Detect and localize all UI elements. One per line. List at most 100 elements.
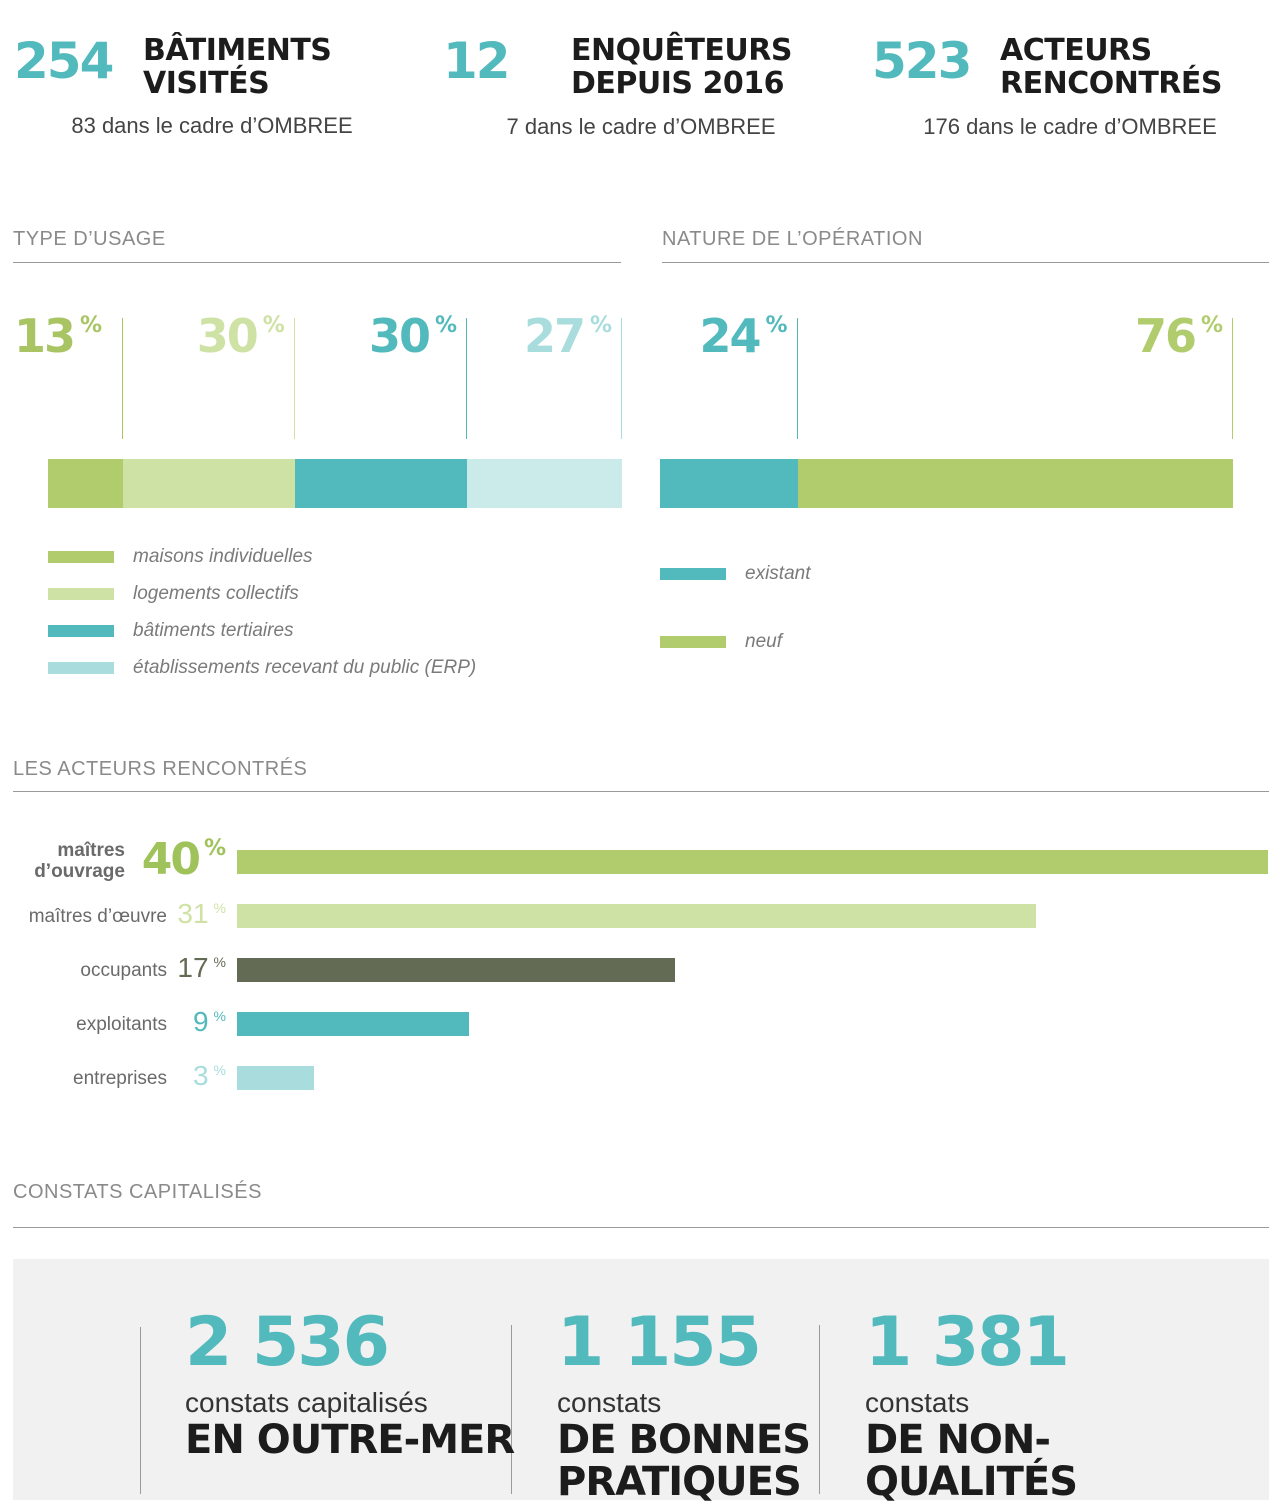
actor-bar [237,1012,469,1036]
actor-percent-value: 9 [192,1006,209,1037]
constats-panel: 2 536 constats capitalisés EN OUTRE-MER … [13,1259,1269,1505]
usage-stacked-bar [48,459,622,508]
percent-value: 76 [1134,309,1197,363]
stat-label-line: RENCONTRÉS [1000,66,1223,101]
operation-legend: existant neuf [660,540,810,676]
constat-value: 1 381 [865,1303,1070,1382]
actor-percent-value: 40 [141,834,201,885]
percent-sign: % [1200,313,1223,338]
actor-category-label: maîtres d’ouvrage [0,840,125,882]
actor-category-line: maîtres [57,840,125,861]
constat-caption-line: DE NON- [865,1417,1051,1463]
actor-percent-value: 31 [177,898,209,929]
legend-item: établissements recevant du public (ERP) [48,649,476,686]
actor-category-label: occupants [80,960,167,981]
section-title-constats: CONSTATS CAPITALISÉS [13,1181,262,1203]
bar-segment [466,459,622,508]
actor-percent-value: 17 [177,952,209,983]
usage-legend: maisons individuelles logements collectif… [48,538,476,686]
actor-percent: 17% [120,954,226,982]
legend-swatch [48,661,114,674]
legend-swatch [48,624,114,637]
legend-label: bâtiments tertiaires [133,619,294,641]
constat-caption-line: EN OUTRE-MER [185,1417,515,1463]
segment-guide-line [466,318,468,439]
operation-stacked-bar [660,459,1233,508]
stat-sub: 83 dans le cadre d’OMBREE [71,113,353,138]
actor-category-label: entreprises [73,1068,167,1089]
stat-sub: 7 dans le cadre d’OMBREE [506,114,776,139]
actor-percent: 31% [120,900,226,928]
constat-block: 2 536 constats capitalisés EN OUTRE-MER [185,1303,515,1463]
legend-item: existant [660,540,810,608]
legend-item: bâtiments tertiaires [48,612,476,649]
stat-value: 523 [872,32,972,90]
percent-value: 24 [699,309,761,363]
bar-segment [660,459,798,508]
panel-divider [140,1327,141,1494]
divider [13,262,621,263]
percent-sign: % [434,313,458,338]
percent-label: 30% [175,313,285,359]
percent-label: 27% [502,313,612,359]
legend-label: logements collectifs [133,582,299,604]
section-title-actors: LES ACTEURS RENCONTRÉS [13,758,308,780]
section-title-usage: TYPE D’USAGE [13,228,166,250]
constat-caption: DE NON- QUALITÉS [865,1417,1078,1503]
constat-block: 1 155 constats DE BONNES PRATIQUES [557,1309,811,1505]
percent-value: 30 [368,309,431,363]
actor-category-label: exploitants [76,1014,167,1035]
bar-segment [294,459,467,508]
stat-value: 254 [14,32,114,90]
actor-percent: 9% [120,1008,226,1036]
actor-bar [237,1066,315,1090]
percent-label: 24% [678,313,788,359]
segment-guide-line [1232,318,1233,439]
stat-label-line: BÂTIMENTS [143,33,332,68]
actor-percent-value: 3 [192,1060,209,1091]
percent-value: 13 [14,309,76,363]
actor-bar [237,958,676,982]
actor-percent-sign: % [213,1062,226,1078]
divider [13,1227,1269,1228]
percent-label: 30% [347,313,457,359]
segment-guide-line [293,318,295,439]
constat-caption: DE BONNES PRATIQUES [557,1417,811,1505]
percent-label: 76% [1113,313,1223,359]
stat-label-line: ENQUÊTEURS [571,33,792,68]
percent-sign: % [765,313,788,338]
bar-segment [122,459,295,508]
section-title-operation: NATURE DE L’OPÉRATION [662,228,923,250]
segment-guide-line [796,318,798,439]
constat-sub: constats capitalisés [185,1387,428,1418]
bar-segment [48,459,123,508]
stat-label: BÂTIMENTS VISITÉS [143,33,332,101]
actor-percent-sign: % [203,836,226,861]
actor-percent-sign: % [213,900,226,916]
panel-divider [511,1325,512,1494]
stat-label-line: DEPUIS 2016 [571,66,784,101]
bar-segment [797,459,1233,508]
constat-caption-line: DE BONNES [557,1417,811,1463]
percent-value: 27 [523,309,586,363]
divider [13,791,1269,792]
actor-percent: 40% [110,838,226,882]
divider [662,262,1269,263]
percent-sign: % [589,313,612,338]
legend-label: neuf [745,631,782,652]
actor-percent-sign: % [213,954,226,970]
stat-sub: 176 dans le cadre d’OMBREE [923,114,1217,139]
stat-label-line: ACTEURS [1000,33,1152,68]
actor-percent-sign: % [213,1008,226,1024]
percent-sign: % [80,313,103,338]
constat-value: 2 536 [185,1303,390,1382]
constat-block: 1 381 constats DE NON- QUALITÉS [865,1303,1078,1504]
segment-guide-line [621,318,622,439]
percent-label: 13% [14,313,102,359]
segment-guide-line [121,318,123,439]
stat-label-line: VISITÉS [143,66,270,101]
actor-bar [237,904,1037,928]
constat-caption-line: PRATIQUES [557,1459,802,1505]
actor-category-line: d’ouvrage [34,861,125,882]
constat-sub: constats [865,1387,970,1418]
